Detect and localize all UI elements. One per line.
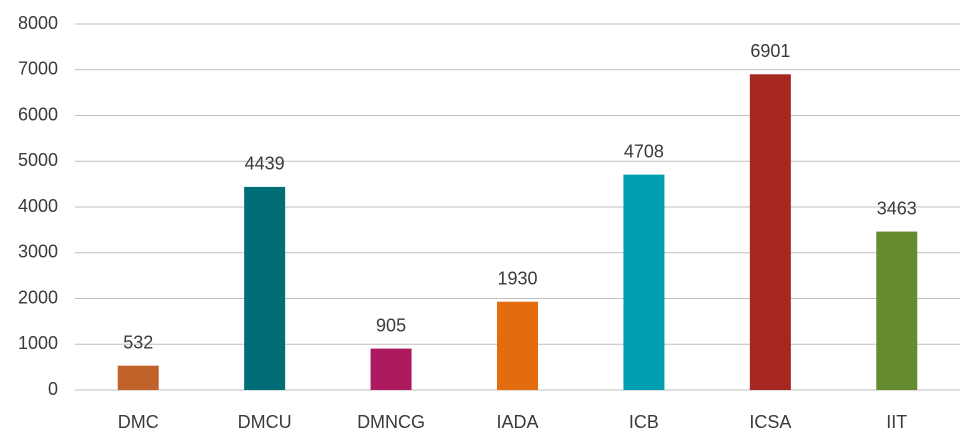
x-tick-label: IADA	[496, 412, 538, 432]
data-label: 905	[376, 315, 406, 335]
x-tick-label: IIT	[886, 412, 907, 432]
bar	[497, 301, 538, 390]
y-tick-label: 2000	[18, 287, 58, 307]
data-label: 4708	[624, 141, 664, 161]
y-tick-label: 1000	[18, 333, 58, 353]
y-tick-label: 3000	[18, 242, 58, 262]
bar	[370, 348, 412, 390]
y-tick-label: 4000	[18, 196, 58, 216]
y-tick-label: 0	[48, 379, 58, 399]
bar	[117, 365, 159, 390]
x-tick-label: DMC	[118, 412, 159, 432]
data-label: 1930	[497, 268, 537, 288]
y-tick-label: 6000	[18, 104, 58, 124]
y-tick-label: 7000	[18, 59, 58, 79]
x-tick-label: ICSA	[749, 412, 791, 432]
data-label: 6901	[750, 41, 790, 61]
x-tick-label: DMCU	[238, 412, 292, 432]
bar	[623, 174, 665, 390]
bar	[749, 74, 791, 391]
data-label: 4439	[245, 154, 285, 174]
data-label: 3463	[877, 198, 917, 218]
bar	[876, 231, 918, 390]
data-label: 532	[123, 332, 153, 352]
y-tick-label: 8000	[18, 13, 58, 33]
x-tick-label: ICB	[629, 412, 659, 432]
bar	[244, 186, 286, 390]
x-tick-label: DMNCG	[357, 412, 425, 432]
y-tick-label: 5000	[18, 150, 58, 170]
